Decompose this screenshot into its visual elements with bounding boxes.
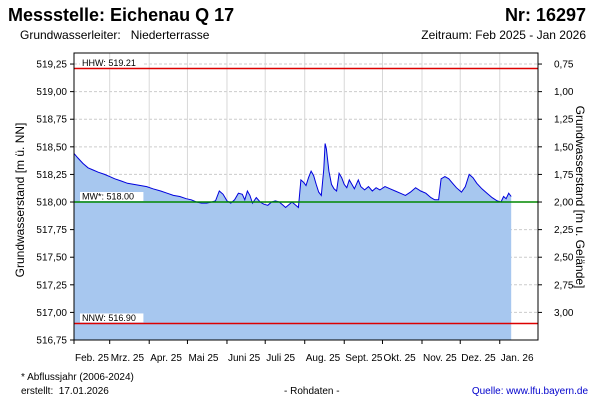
aquifer-info: Grundwasserleiter: Niederterrasse — [20, 28, 209, 42]
footnote: * Abflussjahr (2006-2024) — [21, 372, 134, 383]
y-tick-label: 519,25 — [36, 60, 67, 71]
ref-label-mw: MW*: 518.00 — [82, 192, 134, 202]
y-right-tick-label: 0,75 — [554, 60, 574, 71]
created-label: erstellt: — [21, 386, 54, 397]
y-right-tick-label: 2,50 — [554, 253, 574, 264]
source-link[interactable]: Quelle: www.lfu.bayern.de — [471, 386, 588, 397]
aquifer-label: Grundwasserleiter: — [20, 28, 121, 42]
y-right-tick-label: 1,50 — [554, 142, 574, 153]
y-tick-label: 517,00 — [36, 308, 67, 319]
y-tick-label: 518,00 — [36, 198, 67, 209]
created-date: 17.01.2026 — [58, 386, 109, 397]
x-tick-label: Mrz. 25 — [111, 353, 145, 364]
x-tick-label: Mai 25 — [188, 353, 218, 364]
groundwater-area — [74, 143, 512, 340]
y-axis-label-left: Grundwasserstand [m ü. NN] — [13, 123, 27, 278]
y-tick-label: 519,00 — [36, 87, 67, 98]
y-right-tick-label: 1,00 — [554, 87, 574, 98]
y-right-tick-label: 2,75 — [554, 280, 574, 291]
period-label: Zeitraum: Feb 2025 - Jan 2026 — [421, 28, 586, 42]
x-tick-label: Sept. 25 — [345, 353, 383, 364]
x-tick-label: Juni 25 — [228, 353, 261, 364]
groundwater-line — [73, 143, 512, 209]
y-right-tick-label: 2,00 — [554, 198, 574, 209]
x-tick-label: Jan. 26 — [501, 353, 534, 364]
x-tick-label: Aug. 25 — [306, 353, 341, 364]
created-info: erstellt: 17.01.2026 — [21, 386, 109, 397]
x-axis: Feb. 25 Mrz. 25 Apr. 25 Mai 25 Juni 25 Juli 2… — [73, 340, 534, 364]
y-tick-label: 516,75 — [36, 336, 67, 347]
y-tick-label: 518,75 — [36, 115, 67, 126]
y-right-tick-label: 1,75 — [554, 170, 574, 181]
y-tick-label: 517,25 — [36, 280, 67, 291]
ref-label-bg-mw — [80, 192, 144, 202]
ref-label-hhw: HHW: 519.21 — [82, 58, 136, 68]
station-title: Messstelle: Eichenau Q 17 — [8, 5, 235, 25]
y-axis-left: 519,25 519,00 518,75 518,50 518,25 518,00 517,… — [36, 60, 74, 347]
station-number: Nr: 16297 — [504, 5, 586, 25]
x-tick-label: Dez. 25 — [461, 353, 496, 364]
y-axis-right: 0,75 1,00 1,25 1,50 1,75 2,00 2,25 2,50 2,75 3,00 — [538, 60, 574, 319]
plot-frame — [73, 52, 539, 341]
aquifer-value: Niederterrasse — [130, 28, 210, 42]
y-tick-label: 517,50 — [36, 253, 67, 264]
y-right-tick-label: 1,25 — [554, 115, 574, 126]
x-tick-label: Apr. 25 — [150, 353, 182, 364]
y-right-tick-label: 2,25 — [554, 225, 574, 236]
ref-label-nnw: NNW: 516.90 — [82, 313, 136, 323]
reference-lines: HHW: 519.21 MW*: 518.00 NNW: 516.90 — [74, 58, 538, 325]
x-tick-label: Feb. 25 — [75, 353, 109, 364]
y-axis-label-right: Grundwasserstand [m u. Gelände] — [573, 106, 587, 289]
y-right-tick-label: 3,00 — [554, 308, 574, 319]
x-tick-label: Nov. 25 — [423, 353, 457, 364]
y-tick-label: 518,25 — [36, 170, 67, 181]
raw-data-note: - Rohdaten - — [284, 386, 340, 397]
ref-label-bg-hhw — [80, 58, 144, 68]
ref-label-bg-nnw — [80, 313, 144, 323]
x-tick-label: Okt. 25 — [383, 353, 416, 364]
y-tick-label: 517,75 — [36, 225, 67, 236]
y-tick-label: 518,50 — [36, 142, 67, 153]
x-tick-label: Juli 25 — [266, 353, 295, 364]
